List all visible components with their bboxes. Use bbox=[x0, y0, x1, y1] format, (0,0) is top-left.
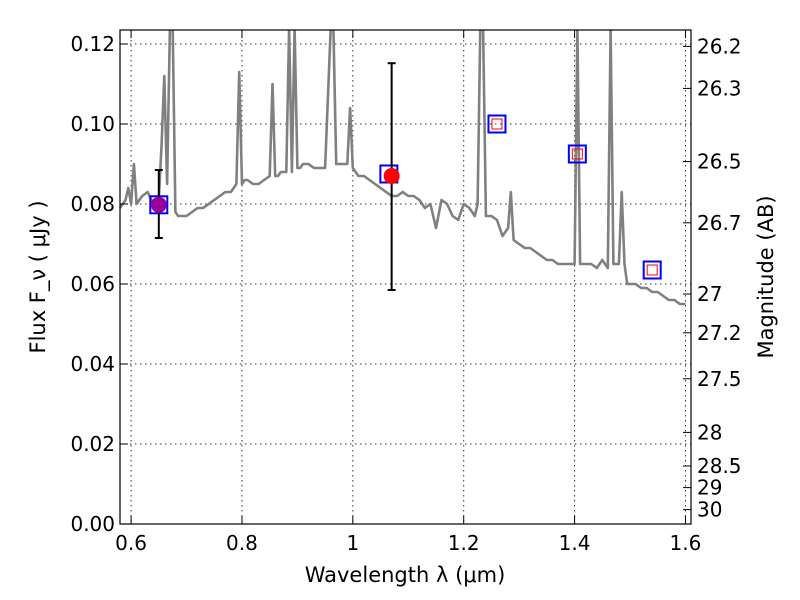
inner-square bbox=[571, 148, 583, 160]
y-axis-title: Flux F_ν ( μJy ) bbox=[26, 200, 51, 353]
x-tick-label: 1 bbox=[346, 531, 359, 555]
x-tick-label: 1.2 bbox=[448, 531, 480, 555]
observed-points bbox=[150, 62, 400, 291]
y-tick-label: 0.06 bbox=[70, 272, 115, 296]
right-tick-label: 29 bbox=[697, 476, 722, 500]
right-tick-label: 28 bbox=[697, 420, 722, 444]
bandpass-square bbox=[642, 260, 662, 280]
y-tick-label: 0.12 bbox=[70, 32, 115, 56]
y-tick-label: 0.02 bbox=[70, 432, 115, 456]
y-tick-label: 0.08 bbox=[70, 192, 115, 216]
right-tick-label: 30 bbox=[697, 498, 722, 522]
bandpass-square bbox=[567, 144, 587, 164]
bandpass-square bbox=[487, 114, 507, 134]
plot-frame bbox=[119, 29, 692, 525]
observed-point bbox=[383, 168, 400, 184]
x-axis-ticks: 0.6 0.8 1 1.2 1.4 1.6 bbox=[115, 30, 701, 555]
right-tick-label: 28.5 bbox=[697, 454, 742, 478]
right-tick-label: 27.2 bbox=[697, 321, 742, 345]
y-tick-label: 0.00 bbox=[70, 512, 115, 536]
right-tick-label: 26.3 bbox=[697, 76, 742, 100]
y-tick-label: 0.04 bbox=[70, 352, 115, 376]
right-tick-label: 26.7 bbox=[697, 211, 742, 235]
inner-square bbox=[646, 264, 658, 276]
x-tick-label: 0.6 bbox=[115, 531, 147, 555]
right-tick-label: 26.5 bbox=[697, 150, 742, 174]
x-tick-label: 0.8 bbox=[226, 531, 258, 555]
y-axis-ticks: 0.00 0.02 0.04 0.06 0.08 0.10 0.12 bbox=[70, 32, 128, 536]
right-tick-label: 27.5 bbox=[697, 367, 742, 391]
right-tick-label: 27 bbox=[697, 282, 722, 306]
observed-point bbox=[150, 196, 167, 213]
x-tick-label: 1.6 bbox=[670, 531, 702, 555]
x-axis-title: Wavelength λ (μm) bbox=[305, 563, 506, 587]
right-axis-title: Magnitude (AB) bbox=[754, 195, 778, 358]
y-tick-label: 0.10 bbox=[70, 112, 115, 136]
model-spectrum-line bbox=[120, 30, 686, 306]
right-tick-label: 26.2 bbox=[697, 34, 742, 58]
x-tick-label: 1.4 bbox=[559, 531, 591, 555]
inner-square bbox=[491, 118, 503, 130]
